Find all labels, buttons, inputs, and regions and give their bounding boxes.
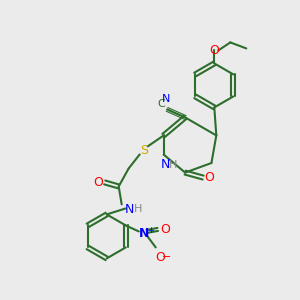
Text: N: N: [162, 94, 170, 104]
Text: N: N: [125, 203, 134, 216]
Text: O: O: [209, 44, 219, 57]
Text: C: C: [157, 99, 165, 110]
Text: O: O: [155, 251, 165, 264]
Text: N: N: [161, 158, 170, 171]
Text: H: H: [169, 160, 177, 170]
Text: H: H: [134, 204, 142, 214]
Text: O: O: [204, 171, 214, 184]
Text: N: N: [139, 227, 149, 240]
Text: +: +: [147, 226, 154, 235]
Text: O: O: [160, 223, 170, 236]
Text: −: −: [162, 252, 171, 262]
Text: O: O: [93, 176, 103, 189]
Text: S: S: [140, 144, 148, 157]
